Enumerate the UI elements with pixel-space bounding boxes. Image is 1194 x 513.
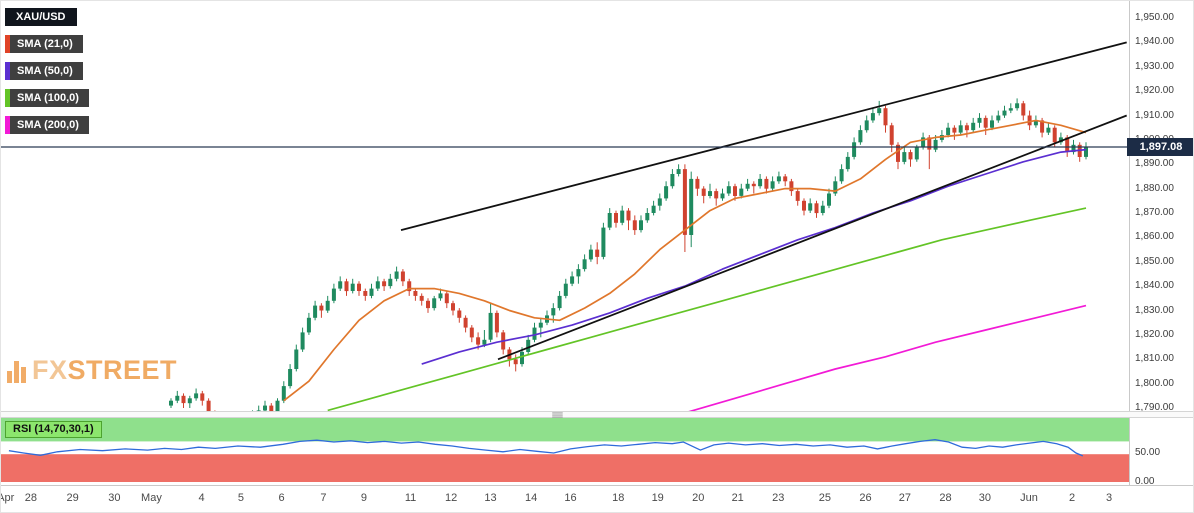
price-axis[interactable]: 1,950.00 1,940.00 1,930.00 1,920.00 1,910.00…	[1129, 1, 1193, 487]
current-price-badge: 1,897.08	[1127, 137, 1193, 156]
date-label: 25	[818, 492, 831, 504]
fxstreet-logo-bars-icon	[7, 361, 26, 387]
date-label: 5	[237, 492, 245, 504]
symbol-badge-label: XAU/USD	[16, 11, 66, 23]
price-tick-label: 1,910.00	[1135, 109, 1174, 121]
price-tick-label: 1,920.00	[1135, 85, 1174, 97]
price-tick-label: 1,890.00	[1135, 158, 1174, 170]
rsi-tick-label: 50.00	[1135, 447, 1161, 458]
date-label: 20	[692, 492, 705, 504]
splitter-grip-icon[interactable]: ≡	[551, 408, 564, 422]
date-label: 29	[66, 492, 79, 504]
price-chart-panel[interactable]: FXSTREET XAU/USD SMA (21,0) SMA (50,0) SMA…	[1, 1, 1129, 411]
date-label: 26	[859, 492, 872, 504]
price-tick-label: 1,930.00	[1135, 60, 1174, 72]
rsi-chart-canvas[interactable]	[1, 418, 1129, 484]
rsi-panel[interactable]: RSI (14,70,30,1)	[1, 418, 1129, 484]
indicator-legend: XAU/USD SMA (21,0) SMA (50,0) SMA (100,0) S…	[5, 8, 89, 134]
panel-splitter[interactable]: ≡	[1, 408, 1193, 422]
legend-sma-badge[interactable]: SMA (100,0)	[5, 89, 89, 107]
rsi-indicator-badge[interactable]: RSI (14,70,30,1)	[5, 421, 102, 438]
date-label: 13	[484, 492, 497, 504]
price-tick-label: 1,870.00	[1135, 207, 1174, 218]
sma-color-strip-icon	[5, 35, 10, 53]
fxstreet-logo-fx: FX	[32, 355, 68, 385]
price-tick-label: 1,830.00	[1135, 304, 1174, 316]
date-label: 12	[445, 492, 458, 504]
date-label: 21	[731, 492, 744, 504]
legend-sma-badge[interactable]: SMA (50,0)	[5, 62, 83, 80]
date-label: 19	[651, 492, 664, 504]
price-tick-label: 1,860.00	[1135, 231, 1174, 243]
date-label: Jun	[1020, 492, 1038, 504]
legend-sma-badge[interactable]: SMA (200,0)	[5, 116, 89, 134]
price-tick-label: 1,950.00	[1135, 12, 1174, 23]
price-tick-label: 1,810.00	[1135, 353, 1174, 365]
date-label: 28	[24, 492, 37, 504]
date-label: May	[141, 492, 162, 504]
sma-badge-label: SMA (21,0)	[17, 38, 73, 50]
date-label: 18	[612, 492, 625, 504]
price-tick-label: 1,820.00	[1135, 328, 1174, 340]
fxstreet-logo-street: STREET	[67, 355, 178, 385]
symbol-badge[interactable]: XAU/USD	[5, 8, 77, 26]
date-label: 7	[320, 492, 327, 504]
sma-color-strip-icon	[5, 89, 10, 107]
date-label: 6	[278, 492, 285, 504]
fxstreet-logo-text: FXSTREET	[32, 353, 177, 387]
date-label: 27	[898, 492, 911, 504]
fxstreet-logo: FXSTREET	[7, 353, 177, 387]
date-label: 30	[108, 492, 121, 504]
date-label: 9	[360, 492, 368, 504]
sma-badge-label: SMA (200,0)	[17, 119, 79, 131]
date-label: 3	[1105, 492, 1113, 504]
price-tick-label: 1,790.00	[1135, 402, 1174, 413]
date-label: 23	[772, 492, 785, 504]
price-chart-canvas[interactable]	[1, 1, 1129, 411]
legend-sma-badge[interactable]: SMA (21,0)	[5, 35, 83, 53]
date-label: 2	[1068, 492, 1076, 504]
sma-badge-label: SMA (100,0)	[17, 92, 79, 104]
date-label: 11	[404, 492, 417, 504]
date-label: 28	[939, 492, 952, 504]
date-label: Apr	[1, 492, 15, 504]
sma-color-strip-icon	[5, 116, 10, 134]
date-label: 30	[978, 492, 991, 504]
date-label: 14	[525, 492, 538, 504]
rsi-badge-label: RSI (14,70,30,1)	[13, 423, 94, 435]
time-axis: Apr282930May4567911121314161819202123252…	[1, 485, 1193, 512]
date-label: 16	[564, 492, 577, 504]
price-tick-label: 1,880.00	[1135, 182, 1174, 194]
date-label: 4	[198, 492, 205, 504]
price-tick-label: 1,840.00	[1135, 280, 1174, 292]
price-tick-label: 1,940.00	[1135, 36, 1174, 48]
sma-badge-label: SMA (50,0)	[17, 65, 73, 77]
sma-color-strip-icon	[5, 62, 10, 80]
price-tick-label: 1,800.00	[1135, 377, 1174, 389]
current-price-label: 1,897.08	[1139, 140, 1183, 153]
rsi-tick-label: 0.00	[1135, 476, 1155, 487]
price-tick-label: 1,850.00	[1135, 255, 1174, 267]
